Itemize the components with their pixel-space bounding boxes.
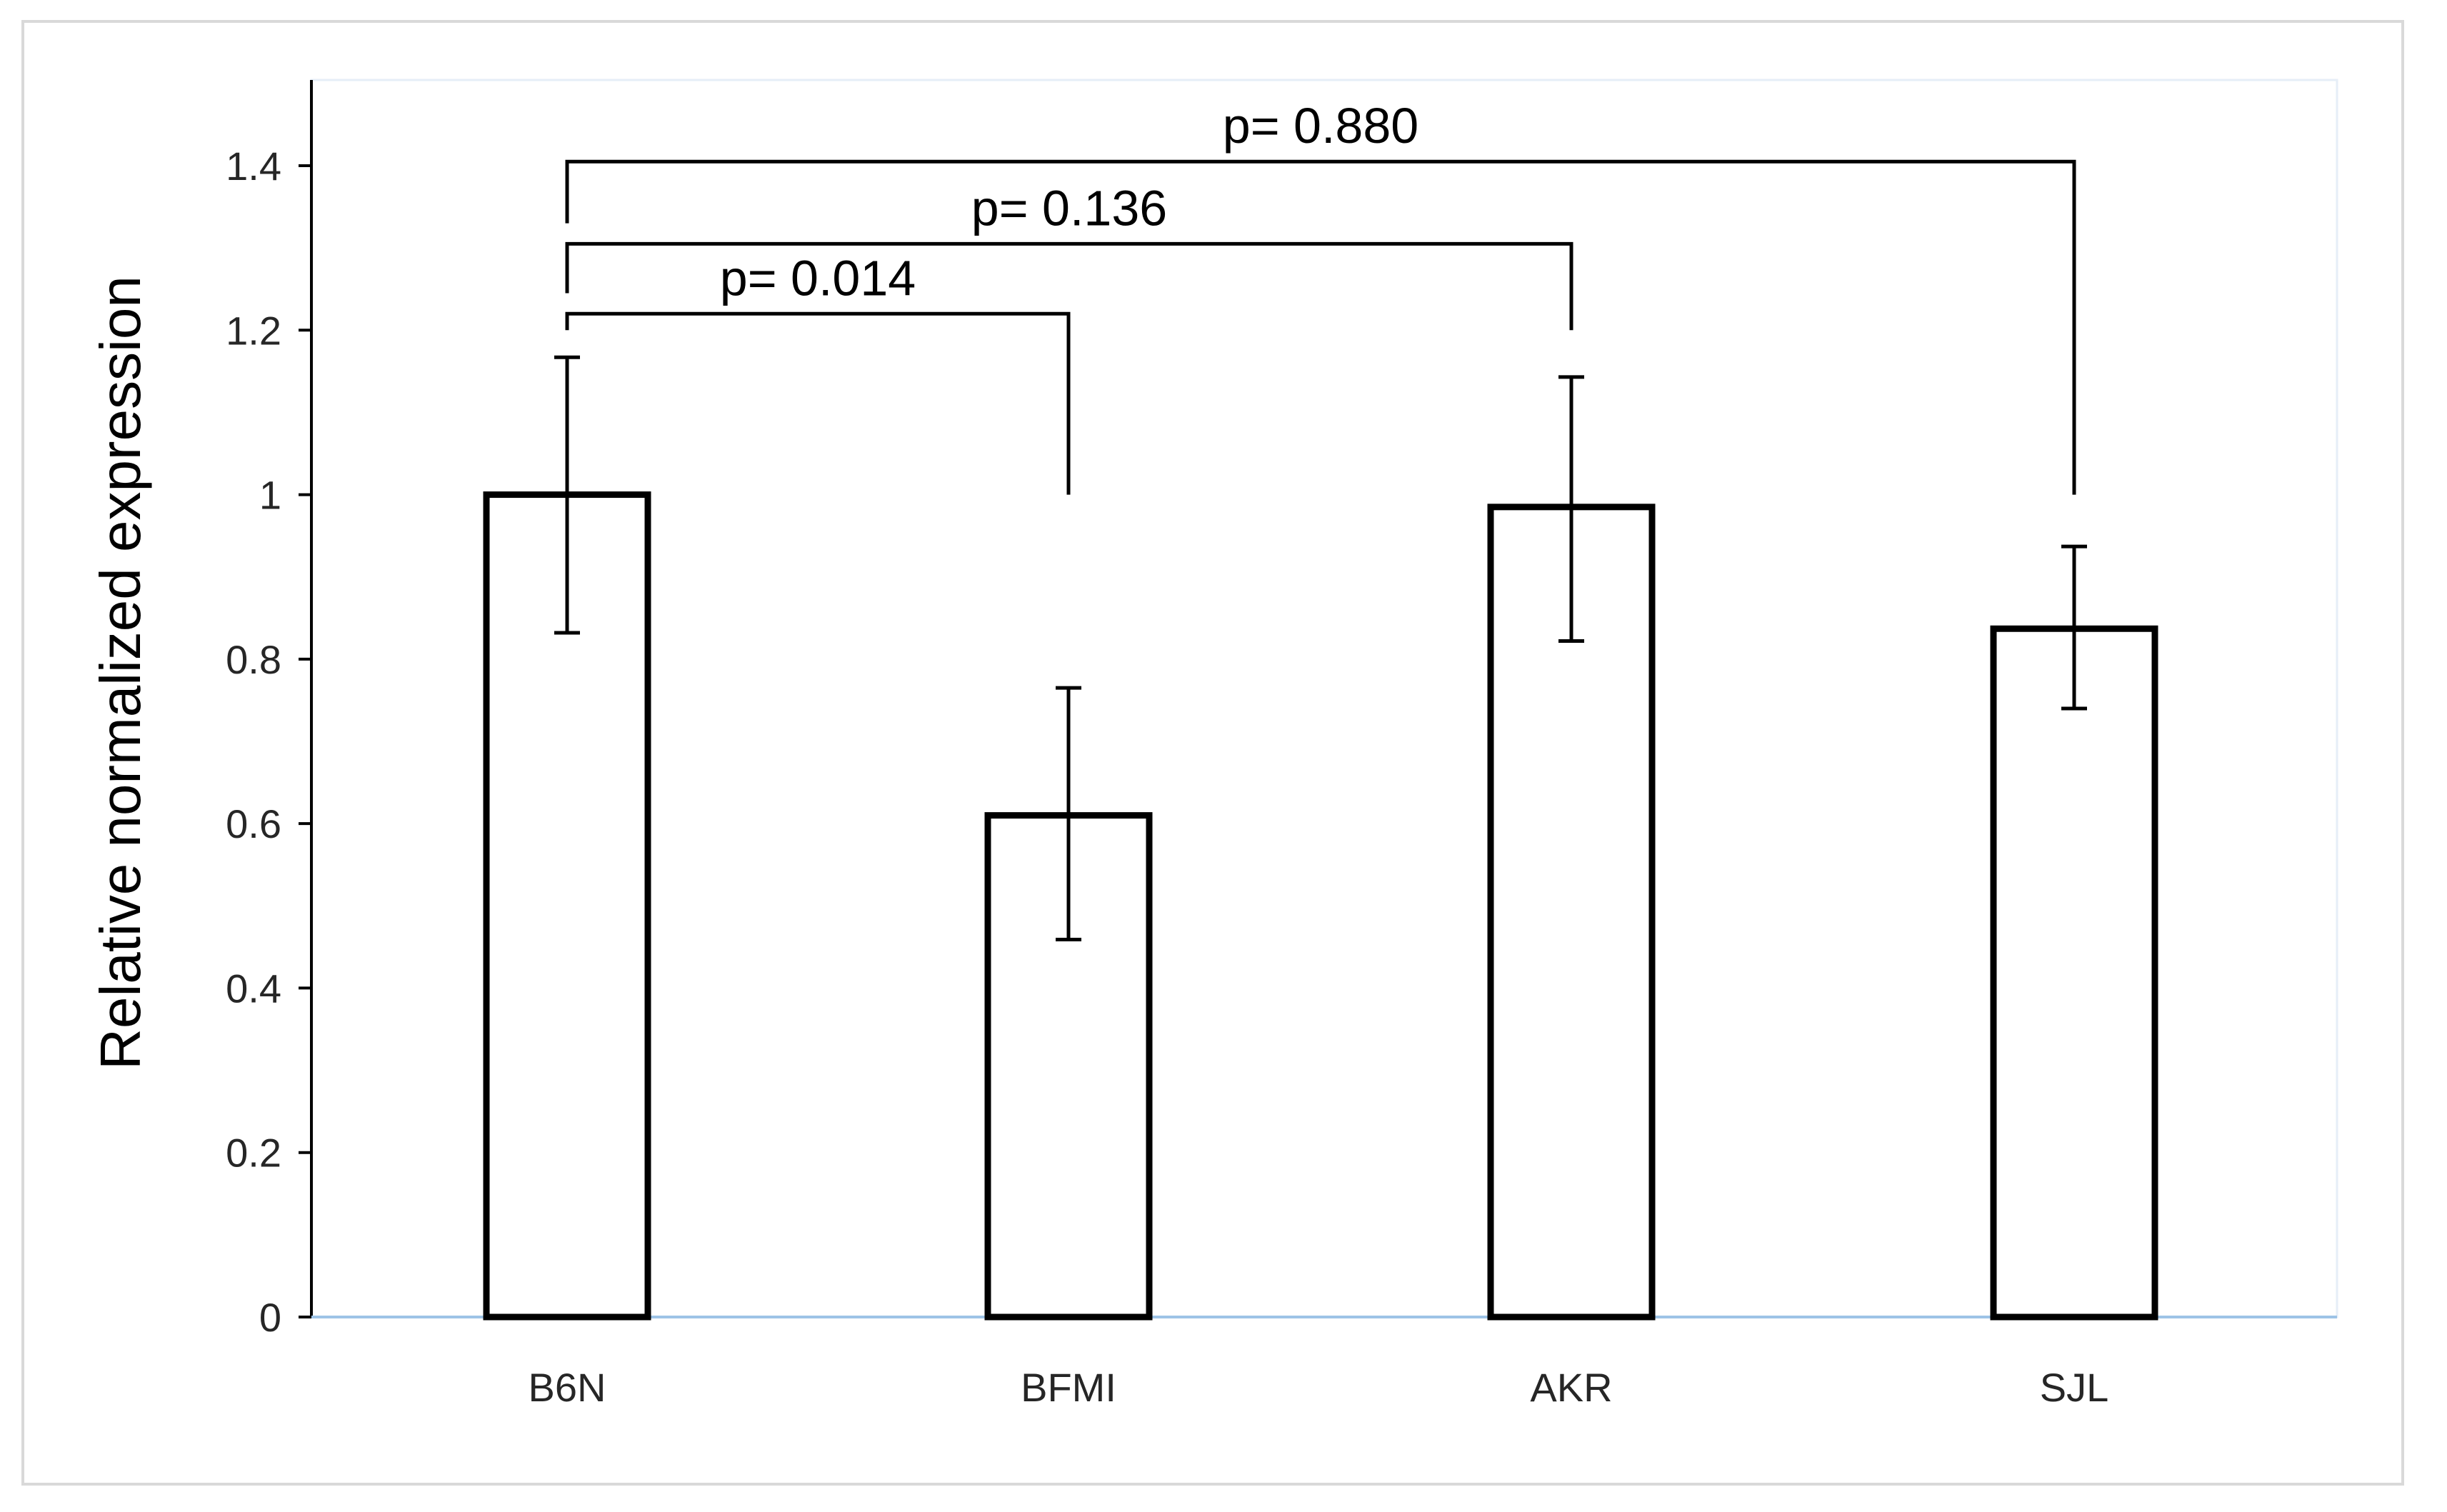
- significance-bracket: [565, 159, 2076, 495]
- bar-sjl: [1990, 625, 2158, 1321]
- x-label-akr: AKR: [1530, 1365, 1612, 1410]
- p-value-label: p= 0.014: [720, 250, 916, 306]
- y-axis-title: Relative normalized expression: [89, 276, 152, 1070]
- bars: [483, 491, 2158, 1321]
- x-label-bfmi: BFMI: [1021, 1365, 1116, 1410]
- significance-bracket: [565, 311, 1071, 495]
- x-label-sjl: SJL: [2040, 1365, 2109, 1410]
- p-value-label: p= 0.880: [1223, 98, 1418, 154]
- significance-bracket: [565, 241, 1573, 331]
- x-axis-labels: B6N BFMI AKR SJL: [529, 1365, 2109, 1410]
- y-tick-label: 1.2: [226, 308, 281, 353]
- x-label-b6n: B6N: [529, 1365, 606, 1410]
- y-tick-label: 1.4: [226, 144, 281, 189]
- y-tick-label: 0.2: [226, 1131, 281, 1176]
- error-bars: [554, 355, 2087, 941]
- chart-frame: 0 0.2 0.4 0.6 0.8 1 1.2 1.4 p= 0.014 p= 0.136 p= …: [21, 20, 2404, 1486]
- y-tick-label: 0.6: [226, 801, 281, 846]
- y-tick-label: 1: [259, 473, 281, 518]
- p-value-label: p= 0.136: [971, 180, 1167, 236]
- y-tick-label: 0.4: [226, 966, 281, 1011]
- significance-brackets: p= 0.014 p= 0.136 p= 0.880: [565, 98, 2076, 495]
- y-tick-label: 0.8: [226, 637, 281, 682]
- y-axis-ticks: 0 0.2 0.4 0.6 0.8 1 1.2 1.4: [226, 144, 311, 1340]
- y-tick-label: 0: [259, 1295, 281, 1340]
